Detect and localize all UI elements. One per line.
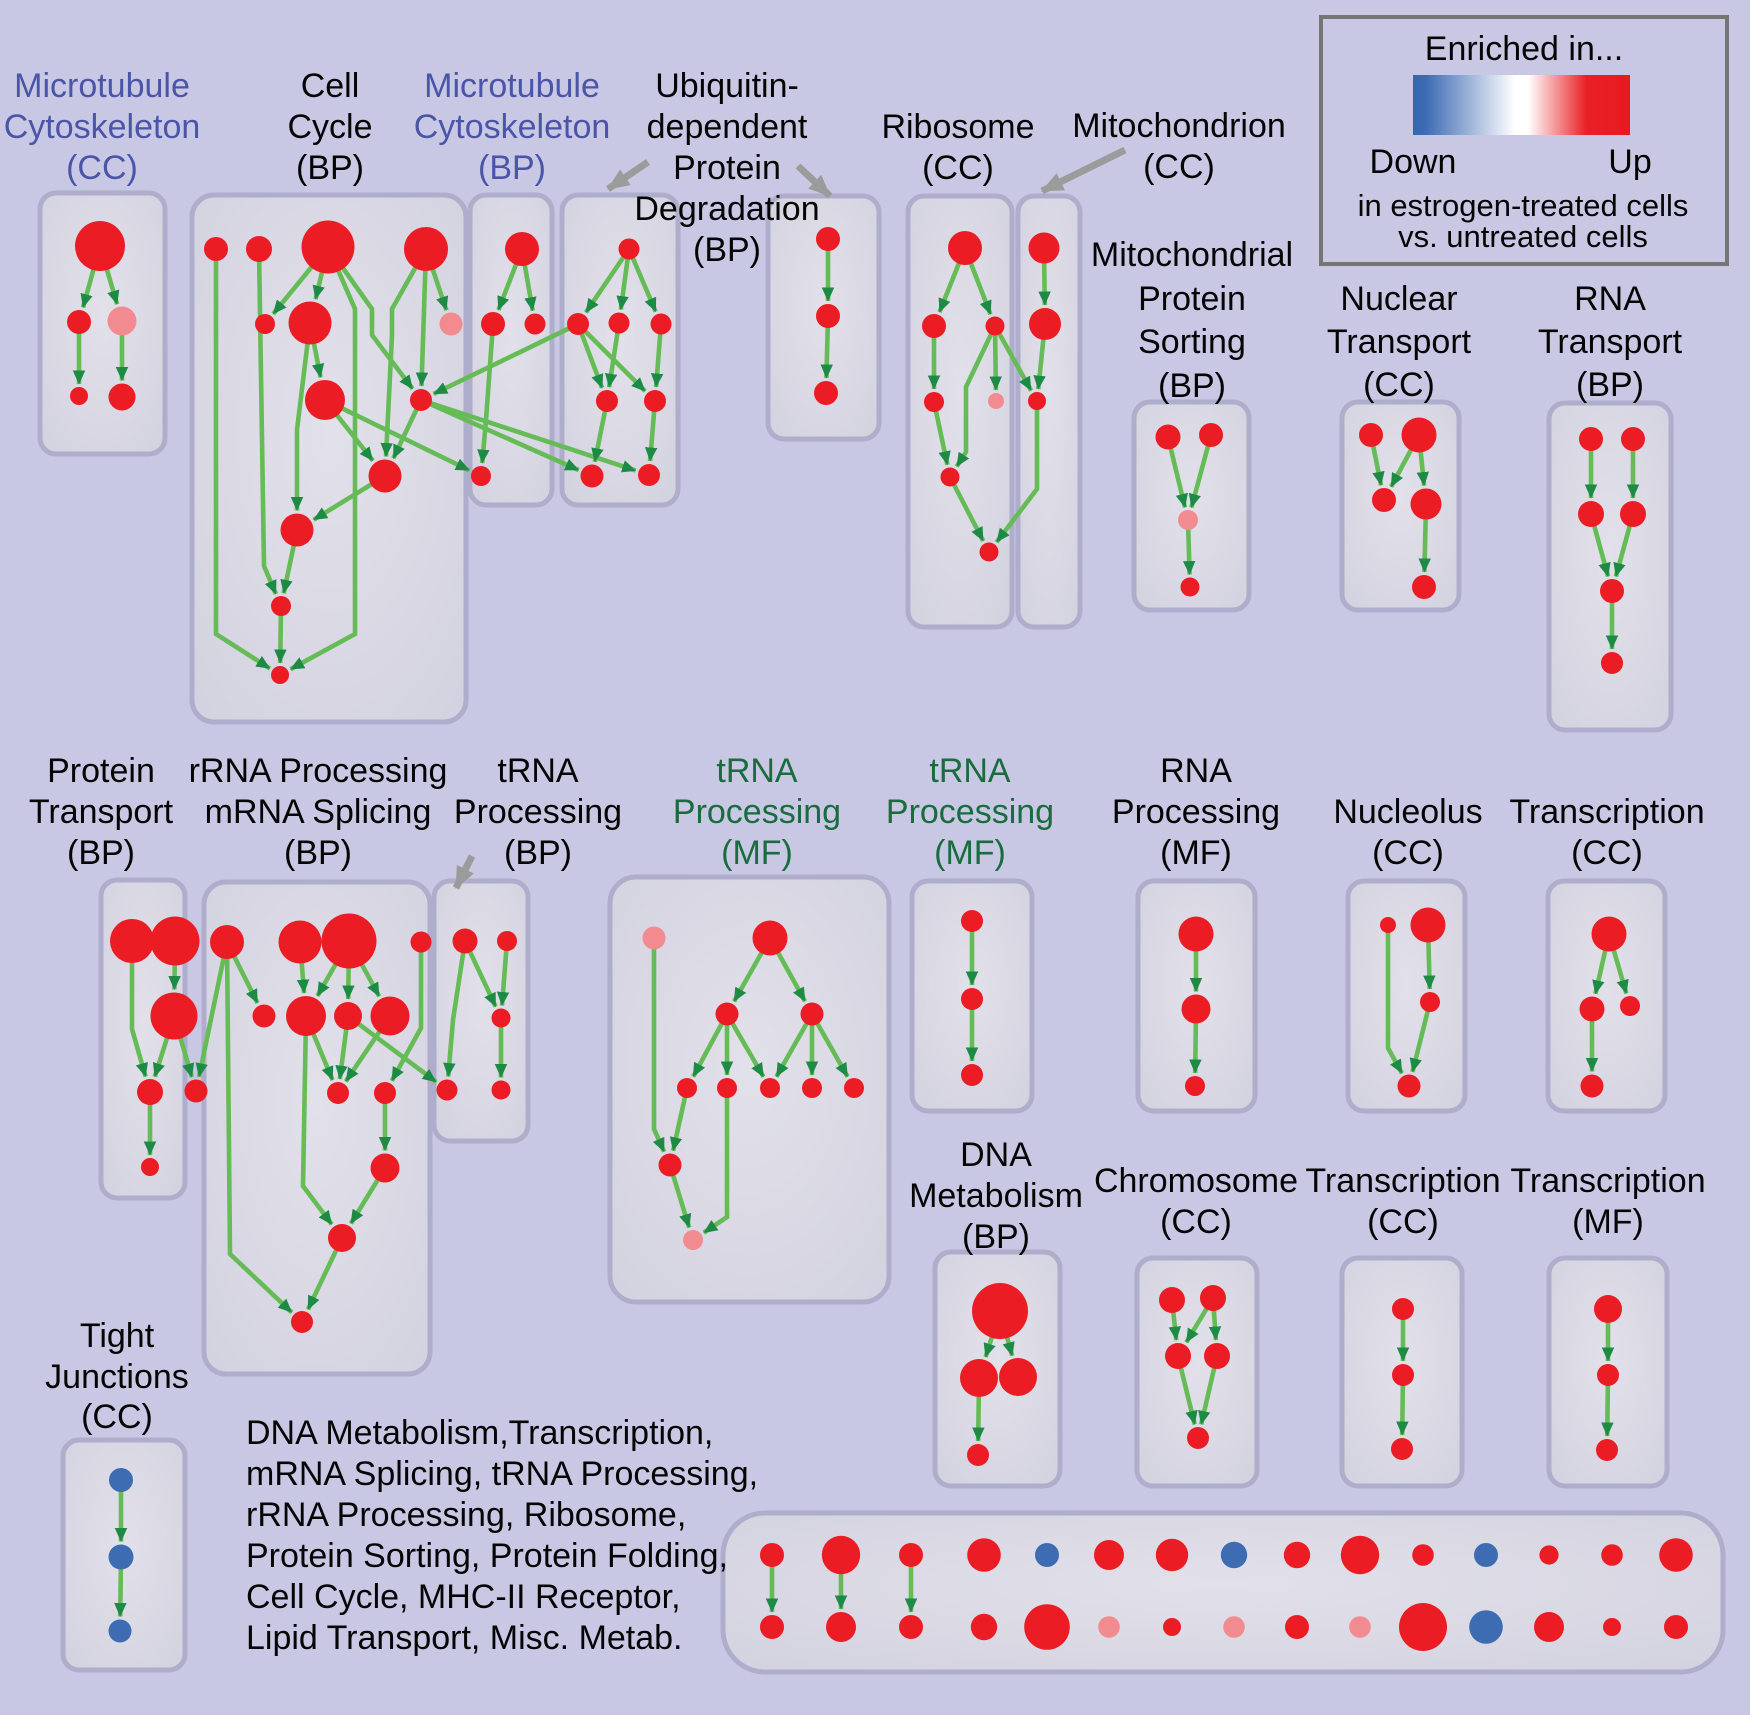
svg-text:Chromosome: Chromosome [1094, 1162, 1298, 1200]
svg-text:tRNA: tRNA [716, 752, 798, 790]
svg-text:Enriched in...: Enriched in... [1425, 30, 1623, 68]
svg-text:rRNA Processing, Ribosome,: rRNA Processing, Ribosome, [246, 1496, 686, 1534]
svg-text:Transport: Transport [1538, 323, 1683, 361]
svg-text:RNA: RNA [1160, 752, 1232, 790]
svg-text:tRNA: tRNA [929, 752, 1011, 790]
svg-text:dependent: dependent [647, 108, 808, 146]
svg-text:tRNA: tRNA [497, 752, 579, 790]
svg-text:Transcription: Transcription [1509, 793, 1704, 831]
svg-text:Cell Cycle, MHC-II Receptor,: Cell Cycle, MHC-II Receptor, [246, 1578, 681, 1616]
svg-text:Mitochondrion: Mitochondrion [1072, 107, 1286, 145]
svg-text:(CC): (CC) [1143, 148, 1215, 186]
svg-text:Protein: Protein [1138, 280, 1246, 318]
svg-text:(BP): (BP) [962, 1218, 1030, 1256]
svg-text:(MF): (MF) [1160, 834, 1232, 872]
svg-text:(BP): (BP) [296, 149, 364, 187]
svg-text:(BP): (BP) [1158, 367, 1226, 405]
svg-text:Processing: Processing [886, 793, 1054, 831]
svg-text:(CC): (CC) [922, 149, 994, 187]
svg-text:(MF): (MF) [721, 834, 793, 872]
svg-text:Transcription: Transcription [1510, 1162, 1705, 1200]
svg-text:Tight: Tight [80, 1317, 155, 1355]
svg-text:(BP): (BP) [504, 834, 572, 872]
svg-text:Protein Sorting, Protein Foldi: Protein Sorting, Protein Folding, [246, 1537, 728, 1575]
svg-text:rRNA Processing: rRNA Processing [189, 752, 448, 790]
svg-text:Processing: Processing [673, 793, 841, 831]
svg-text:DNA: DNA [960, 1136, 1032, 1174]
svg-text:vs. untreated cells: vs. untreated cells [1398, 219, 1648, 254]
svg-text:Cell: Cell [301, 67, 360, 105]
svg-text:RNA: RNA [1574, 280, 1646, 318]
svg-text:Cytoskeleton: Cytoskeleton [414, 108, 611, 146]
svg-text:(CC): (CC) [66, 149, 138, 187]
svg-text:Ubiquitin-: Ubiquitin- [655, 67, 799, 105]
svg-text:(CC): (CC) [1160, 1203, 1232, 1241]
svg-text:(CC): (CC) [1571, 834, 1643, 872]
svg-text:Up: Up [1608, 143, 1651, 181]
svg-text:Protein: Protein [47, 752, 155, 790]
svg-text:Lipid Transport, Misc. Metab.: Lipid Transport, Misc. Metab. [246, 1619, 683, 1657]
svg-text:Nuclear: Nuclear [1340, 280, 1457, 318]
svg-text:(BP): (BP) [284, 834, 352, 872]
svg-text:Sorting: Sorting [1138, 323, 1246, 361]
svg-text:Nucleolus: Nucleolus [1333, 793, 1482, 831]
svg-text:(BP): (BP) [478, 149, 546, 187]
svg-text:Metabolism: Metabolism [909, 1177, 1083, 1215]
svg-text:Microtubule: Microtubule [424, 67, 600, 105]
svg-text:Transcription: Transcription [1305, 1162, 1500, 1200]
svg-text:DNA Metabolism,Transcription,: DNA Metabolism,Transcription, [246, 1414, 713, 1452]
svg-text:mRNA Splicing, tRNA Processing: mRNA Splicing, tRNA Processing, [246, 1455, 758, 1493]
svg-text:Degradation: Degradation [634, 190, 819, 228]
svg-text:Microtubule: Microtubule [14, 67, 190, 105]
svg-text:Mitochondrial: Mitochondrial [1091, 236, 1293, 274]
svg-text:(BP): (BP) [67, 834, 135, 872]
svg-text:Ribosome: Ribosome [881, 108, 1034, 146]
svg-text:Cycle: Cycle [287, 108, 372, 146]
svg-text:(CC): (CC) [1363, 366, 1435, 404]
svg-text:(CC): (CC) [81, 1398, 153, 1436]
svg-text:(CC): (CC) [1367, 1203, 1439, 1241]
svg-text:(MF): (MF) [934, 834, 1006, 872]
svg-text:Transport: Transport [1327, 323, 1472, 361]
svg-text:Processing: Processing [454, 793, 622, 831]
svg-text:(CC): (CC) [1372, 834, 1444, 872]
svg-text:(MF): (MF) [1572, 1203, 1644, 1241]
svg-text:Cytoskeleton: Cytoskeleton [4, 108, 201, 146]
svg-text:mRNA Splicing: mRNA Splicing [205, 793, 432, 831]
svg-text:Down: Down [1370, 143, 1457, 181]
svg-text:Transport: Transport [29, 793, 174, 831]
svg-text:in estrogen-treated cells: in estrogen-treated cells [1358, 188, 1689, 223]
svg-text:Processing: Processing [1112, 793, 1280, 831]
svg-text:(BP): (BP) [1576, 366, 1644, 404]
svg-text:Junctions: Junctions [45, 1358, 189, 1396]
svg-text:(BP): (BP) [693, 231, 761, 269]
svg-text:Protein: Protein [673, 149, 781, 187]
